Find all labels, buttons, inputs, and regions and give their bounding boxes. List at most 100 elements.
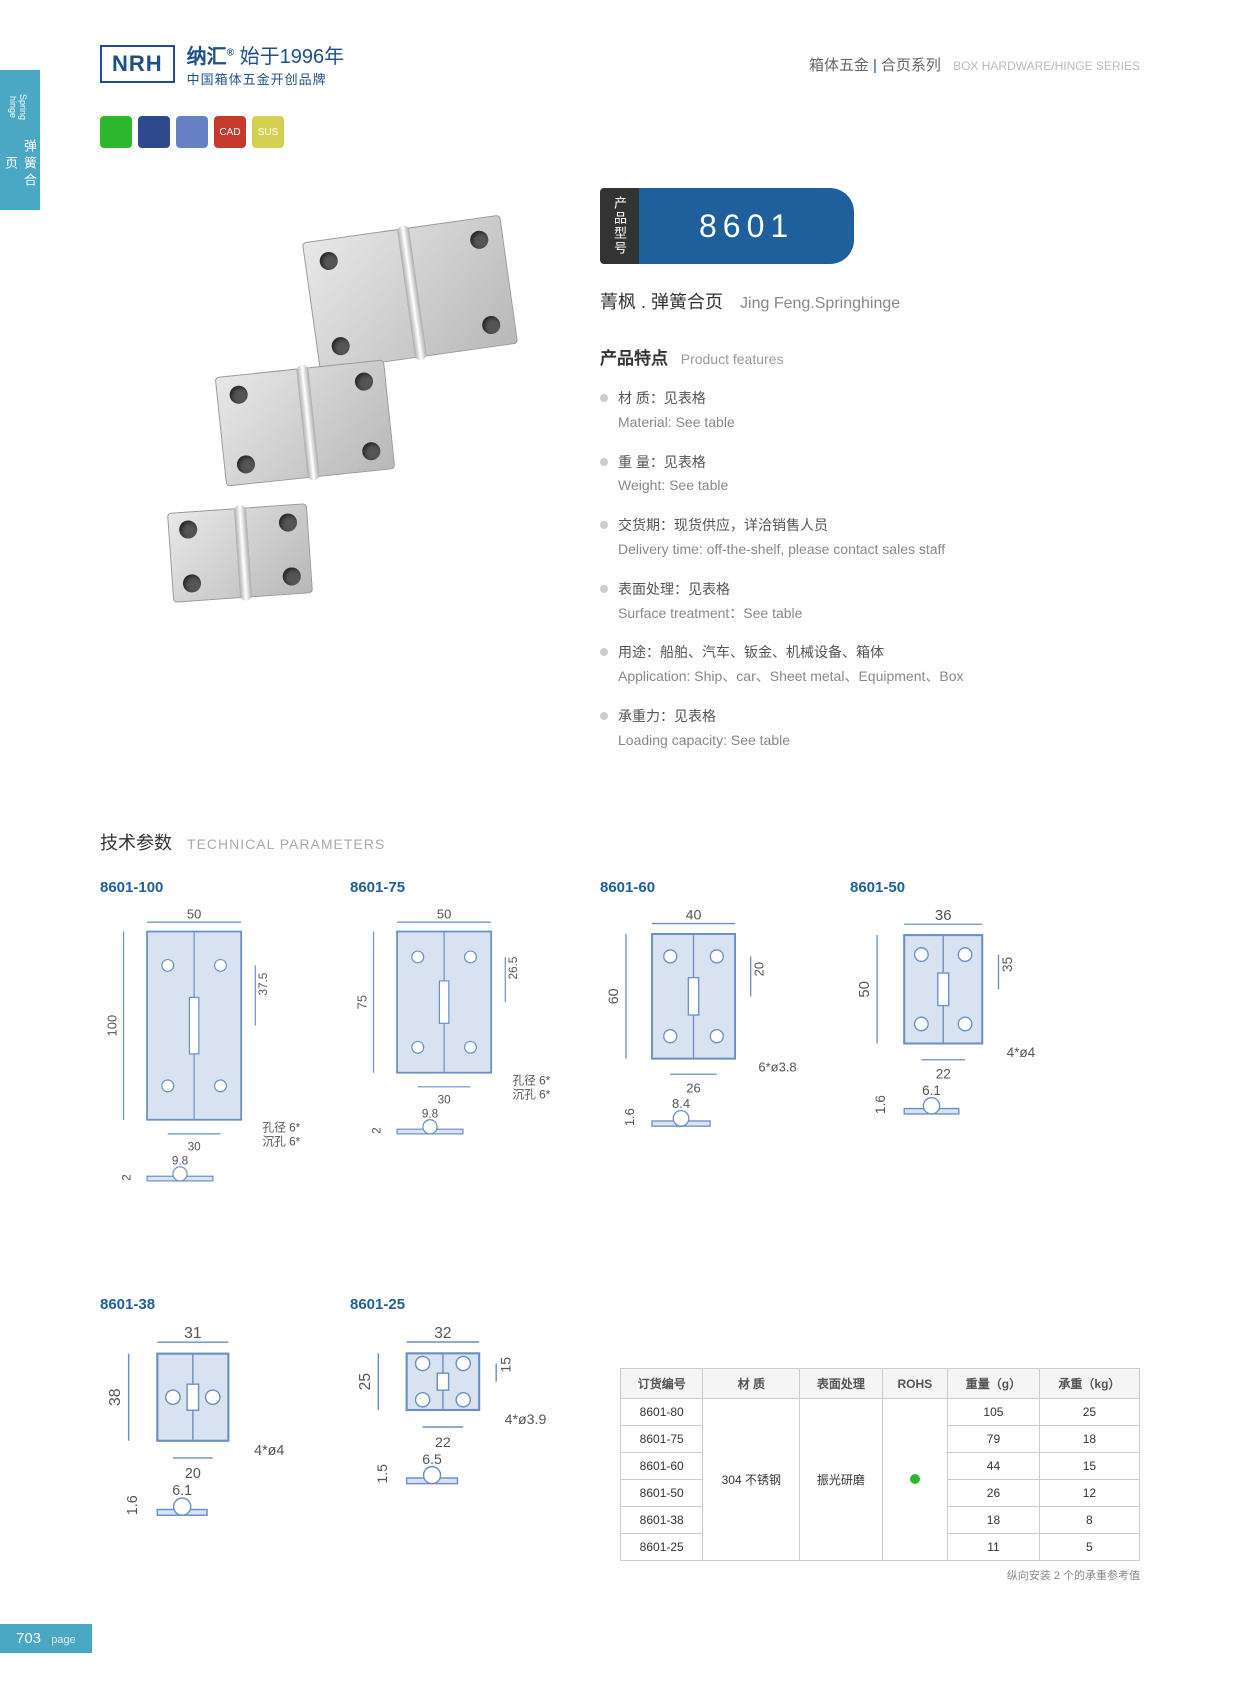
spec-table-row: 8601-80304 不锈钢振光研磨10525	[621, 1399, 1140, 1426]
feature-en: Loading capacity: See table	[618, 729, 1140, 753]
feature-en: Surface treatment：See table	[618, 602, 1140, 626]
cell-material: 304 不锈钢	[703, 1399, 800, 1561]
cell-weight: 44	[948, 1453, 1040, 1480]
svg-text:22: 22	[936, 1066, 951, 1081]
feature-cn: 用途：船舶、汽车、钣金、机械设备、箱体	[618, 641, 1140, 665]
svg-text:2: 2	[121, 1174, 134, 1181]
svg-text:26: 26	[686, 1080, 700, 1095]
cell-code: 8601-60	[621, 1453, 703, 1480]
model-label: 产品型号	[600, 188, 639, 264]
diagram: 8601-50365035224*ø41.66.1	[850, 879, 1050, 1266]
feature-item: 重 量：见表格Weight: See table	[600, 451, 1140, 499]
svg-text:6.1: 6.1	[172, 1483, 192, 1499]
spec-table-header: 承重（kg）	[1039, 1369, 1139, 1399]
svg-text:1.5: 1.5	[375, 1463, 391, 1483]
cell-load: 12	[1039, 1480, 1139, 1507]
svg-text:26.5: 26.5	[507, 956, 520, 979]
diagram-svg: 406020266*ø3.81.68.4	[600, 908, 800, 1214]
features-title: 产品特点 Product features	[600, 344, 1140, 369]
diagram-label: 8601-25	[350, 1296, 550, 1313]
cell-code: 8601-75	[621, 1426, 703, 1453]
svg-text:75: 75	[354, 994, 369, 1008]
diagram-label: 8601-75	[350, 879, 550, 896]
tech-title-cn: 技术参数	[100, 833, 172, 853]
cell-weight: 105	[948, 1399, 1040, 1426]
product-name: 菁枫 . 弹簧合页 Jing Feng.Springhinge	[600, 288, 1140, 314]
svg-text:50: 50	[187, 908, 201, 922]
logo-text: 纳汇® 始于1996年 中国箱体五金开创品牌	[187, 40, 344, 88]
brand-name: 纳汇	[187, 46, 227, 68]
svg-text:15: 15	[498, 1356, 514, 1372]
side-category-tab: Spring hinge 弹簧合页	[0, 70, 40, 210]
svg-text:4*ø4: 4*ø4	[254, 1443, 284, 1459]
cell-weight: 79	[948, 1426, 1040, 1453]
svg-text:37.5: 37.5	[257, 972, 270, 995]
series-cn: 合页系列	[881, 57, 941, 74]
feature-item: 用途：船舶、汽车、钣金、机械设备、箱体Application: Ship、car…	[600, 641, 1140, 689]
cell-code: 8601-50	[621, 1480, 703, 1507]
svg-text:沉孔 6*ø9: 沉孔 6*ø9	[262, 1135, 300, 1148]
page-label: page	[51, 1634, 75, 1646]
cell-load: 5	[1039, 1534, 1139, 1561]
brand-tagline: 中国箱体五金开创品牌	[187, 69, 344, 88]
svg-text:30: 30	[188, 1140, 202, 1153]
svg-text:4*ø4: 4*ø4	[1007, 1045, 1036, 1060]
product-name-en: Jing Feng.Springhinge	[740, 295, 900, 312]
svg-text:20: 20	[752, 961, 767, 975]
svg-text:6.5: 6.5	[422, 1451, 442, 1467]
features-list: 材 质：见表格Material: See table重 量：见表格Weight:…	[600, 387, 1140, 753]
diagram-svg: 507526.530孔径 6*ø5沉孔 6*ø929.8	[350, 908, 550, 1214]
svg-text:1.6: 1.6	[622, 1108, 637, 1126]
diagram: 8601-25322515224*ø3.91.56.5	[350, 1296, 550, 1618]
feature-icon	[100, 116, 132, 148]
diagram: 8601-75507526.530孔径 6*ø5沉孔 6*ø929.8	[350, 879, 550, 1266]
feature-cn: 交货期：现货供应，详洽销售人员	[618, 514, 1140, 538]
spec-table-header: 材 质	[703, 1369, 800, 1399]
svg-text:22: 22	[435, 1434, 451, 1450]
side-tab-en: Spring hinge	[8, 82, 28, 131]
diagram: 8601-1005010037.530孔径 6*ø5沉孔 6*ø929.8	[100, 879, 300, 1266]
cell-weight: 18	[948, 1507, 1040, 1534]
svg-text:孔径 6*ø5: 孔径 6*ø5	[512, 1074, 550, 1087]
model-badge: 产品型号 8601	[600, 188, 1140, 264]
svg-text:沉孔 6*ø9: 沉孔 6*ø9	[512, 1088, 550, 1101]
page-number-footer: 703 page	[0, 1624, 92, 1653]
svg-text:60: 60	[606, 988, 622, 1004]
series-en: BOX HARDWARE/HINGE SERIES	[953, 59, 1140, 73]
cell-code: 8601-80	[621, 1399, 703, 1426]
diagram: 8601-60406020266*ø3.81.68.4	[600, 879, 800, 1266]
cell-code: 8601-25	[621, 1534, 703, 1561]
feature-cn: 表面处理：见表格	[618, 578, 1140, 602]
feature-icon: CAD	[214, 116, 246, 148]
diagram: 8601-383138204*ø41.66.1	[100, 1296, 300, 1618]
svg-text:32: 32	[434, 1325, 451, 1342]
cell-load: 8	[1039, 1507, 1139, 1534]
cell-load: 15	[1039, 1453, 1139, 1480]
side-tab-cn: 弹簧合页	[1, 131, 39, 198]
cell-load: 25	[1039, 1399, 1139, 1426]
rohs-dot-icon	[910, 1474, 920, 1484]
feature-item: 交货期：现货供应，详洽销售人员Delivery time: off-the-sh…	[600, 514, 1140, 562]
cell-treatment: 振光研磨	[800, 1399, 882, 1561]
product-image	[100, 188, 560, 668]
tech-title: 技术参数 TECHNICAL PARAMETERS	[100, 829, 1140, 855]
features-title-en: Product features	[681, 351, 784, 367]
spec-table: 订货编号材 质表面处理ROHS重量（g）承重（kg） 8601-80304 不锈…	[620, 1368, 1140, 1561]
svg-text:50: 50	[437, 908, 451, 922]
feature-en: Weight: See table	[618, 474, 1140, 498]
cell-code: 8601-38	[621, 1507, 703, 1534]
logo-area: NRH 纳汇® 始于1996年 中国箱体五金开创品牌	[100, 40, 344, 88]
feature-item: 表面处理：见表格Surface treatment：See table	[600, 578, 1140, 626]
product-info: 产品型号 8601 菁枫 . 弹簧合页 Jing Feng.Springhing…	[600, 188, 1140, 769]
diagram-label: 8601-100	[100, 879, 300, 896]
spec-table-header: 重量（g）	[948, 1369, 1040, 1399]
cell-weight: 26	[948, 1480, 1040, 1507]
diagram-svg: 3138204*ø41.66.1	[100, 1325, 300, 1613]
cell-rohs	[882, 1399, 948, 1561]
page-header: NRH 纳汇® 始于1996年 中国箱体五金开创品牌 箱体五金|合页系列 BOX…	[0, 0, 1240, 108]
logo-mark: NRH	[100, 45, 175, 83]
category-cn: 箱体五金	[809, 57, 869, 74]
feature-cn: 材 质：见表格	[618, 387, 1140, 411]
spec-table-note: 纵向安装 2 个的承重参考值	[620, 1567, 1140, 1583]
model-number: 8601	[639, 188, 854, 264]
